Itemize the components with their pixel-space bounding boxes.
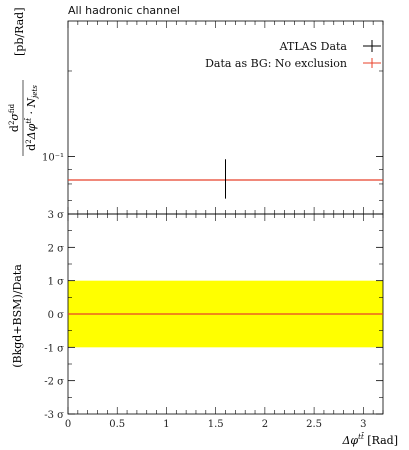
chart-title: All hadronic channel xyxy=(68,4,180,17)
ratio-y-tick-label: 3 σ xyxy=(48,210,65,221)
ratio-x-tick-label: 1 xyxy=(163,419,169,430)
ratio-y-axis-label: (Bkgd+BSM)/Data xyxy=(11,264,24,368)
legend: ATLAS Data Data as BG: No exclusion xyxy=(205,40,381,70)
y-label-denominator: d2Δφtt̄ · Njets xyxy=(23,85,39,151)
ratio-y-tick-label: 2 σ xyxy=(48,243,65,254)
ratio-panel: 3 σ 2 σ 1 σ 0 σ -1 σ -2 σ -3 σ0 0.5 1 1.5 2 2.5 3 xyxy=(44,210,384,430)
ratio-y-tick-label: 0 σ xyxy=(48,310,65,321)
ratio-x-tick-label: 2 xyxy=(262,419,268,430)
ratio-x-tick-label: 1.5 xyxy=(208,419,224,430)
main-y-axis-label: d2σfid d2Δφtt̄ · Njets [pb/Rad] xyxy=(8,7,39,156)
ratio-y-tick-label: -1 σ xyxy=(44,343,64,354)
main-y-tick-label: 10⁻¹ xyxy=(42,152,64,163)
main-axis-ticks: 10⁻¹ xyxy=(42,21,384,214)
x-axis-label: Δφtt̄ [Rad] xyxy=(341,431,398,447)
main-series xyxy=(68,159,383,199)
legend-label-atlas-data: ATLAS Data xyxy=(279,40,348,53)
y-label-numerator: d2σfid xyxy=(8,103,21,132)
y-label-units: [pb/Rad] xyxy=(13,7,26,56)
ratio-x-tick-label: 0 xyxy=(65,419,71,430)
ratio-x-tick-label: 3 xyxy=(360,419,366,430)
ratio-y-tick-label: -3 σ xyxy=(44,410,64,421)
ratio-y-tick-label: -2 σ xyxy=(44,377,64,388)
ratio-x-tick-label: 2.5 xyxy=(306,419,322,430)
ratio-y-tick-label: 1 σ xyxy=(48,277,65,288)
ratio-axis-ticks: 3 σ 2 σ 1 σ 0 σ -1 σ -2 σ -3 σ0 0.5 1 1.5 2 2.5 3 xyxy=(44,210,384,430)
ratio-x-tick-label: 0.5 xyxy=(109,419,125,430)
legend-label-prediction: Data as BG: No exclusion xyxy=(205,57,347,70)
